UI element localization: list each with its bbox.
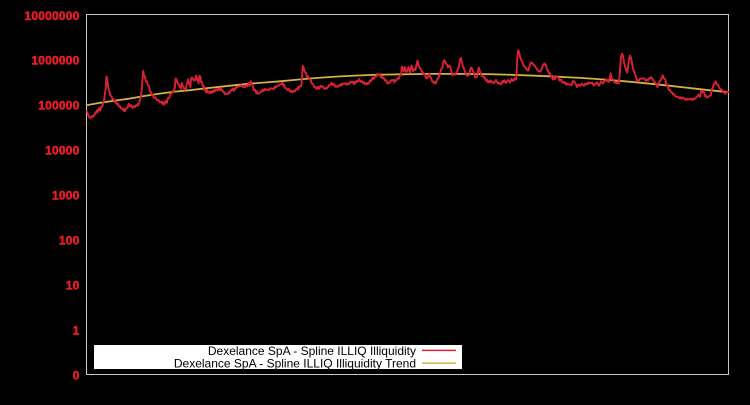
svg-text:1000000: 1000000	[31, 54, 79, 68]
svg-text:10000: 10000	[45, 144, 79, 158]
svg-text:1000: 1000	[52, 189, 80, 203]
svg-text:1: 1	[73, 323, 80, 337]
svg-text:0: 0	[73, 368, 80, 382]
svg-text:10: 10	[66, 278, 80, 292]
svg-text:100: 100	[59, 234, 80, 248]
svg-text:Dexelance SpA - Spline ILLIQ I: Dexelance SpA - Spline ILLIQ Illiquidity	[208, 344, 416, 358]
svg-text:10000000: 10000000	[25, 9, 80, 23]
svg-text:100000: 100000	[38, 99, 79, 113]
svg-text:Dexelance SpA - Spline ILLIQ I: Dexelance SpA - Spline ILLIQ Illiquidity…	[174, 356, 416, 370]
